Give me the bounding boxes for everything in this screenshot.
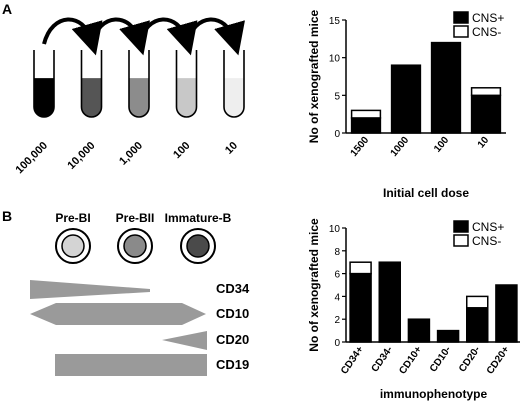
bar-segment-cns: [436, 329, 460, 343]
tube-liquid: [129, 78, 149, 117]
tube-liquid: [176, 78, 197, 117]
x-tick-label: 10: [476, 135, 492, 151]
marker-label: CD20: [216, 332, 249, 347]
tube-outline: [223, 50, 245, 118]
bar-segment-cns: [430, 41, 462, 134]
marker-expression-shape: [55, 354, 207, 376]
chart-immunophenotype: 0 2 4 6 8 10 CD34+ CD34- CD10+ CD10- CD20- CD20+ No …: [307, 218, 520, 401]
x-tick-label: CD34+: [339, 344, 366, 376]
legend-swatch: [453, 25, 469, 38]
x-tick-label: CD20+: [485, 344, 512, 376]
x-tick-label: CD20-: [457, 344, 483, 374]
markers-group: CD34 CD10 CD20 CD19: [30, 280, 250, 376]
y-tick-label: 8: [334, 247, 340, 258]
legend-label: CNS-: [472, 25, 501, 39]
transfer-arrow: [137, 17, 198, 56]
tube-outline: [80, 50, 103, 118]
bar-segment-cns: [470, 87, 502, 97]
bar-segment-cns: [349, 261, 372, 275]
legend-swatch: [453, 11, 469, 24]
marker-expression-shape: [162, 331, 207, 350]
tube-dilution-label: 100,000: [14, 140, 51, 177]
arrows-group: [42, 17, 245, 56]
cell-nucleus: [61, 234, 85, 258]
bar-segment-cns: [390, 64, 422, 134]
transfer-arrow: [89, 17, 150, 56]
marker-label: CD19: [216, 357, 249, 372]
y-tick-label: 6: [334, 270, 340, 281]
tube-liquid: [81, 78, 102, 117]
cell-nucleus: [186, 234, 210, 258]
y-tick-label: 4: [334, 292, 340, 303]
cell-nucleus: [123, 234, 147, 258]
bar-segment-cns: [350, 109, 382, 119]
transfer-arrow: [42, 17, 103, 56]
panel-a-label: A: [2, 1, 12, 17]
x-tick-label: 1000: [389, 135, 412, 159]
y-tick-label: 10: [329, 224, 341, 235]
legend-label: CNS+: [472, 220, 504, 234]
transfer-arrow: [184, 17, 245, 56]
y-tick-label: 0: [334, 338, 340, 349]
bar-segment-cns: [466, 295, 489, 309]
y-axis-title: No of xenografted mice: [307, 10, 321, 144]
tube-dilution-label: 1,000: [117, 140, 145, 168]
y-axis-title: No of xenografted mice: [307, 218, 321, 352]
y-tick-label: 2: [334, 315, 340, 326]
bar-segment-cns: [466, 307, 489, 343]
bar-segment-cns: [470, 94, 502, 134]
marker-label: CD34: [216, 281, 250, 296]
y-tick-label: 10: [329, 54, 341, 65]
marker-expression-shape: [30, 303, 206, 325]
x-tick-label: 1500: [349, 135, 372, 159]
x-axis-title: immunophenotype: [380, 387, 488, 401]
tubes-group: 100,000 10,000 1,000 100 10: [14, 50, 245, 177]
marker-label: CD10: [216, 306, 249, 321]
bar-segment-cns: [349, 272, 372, 343]
tube-dilution-label: 100: [171, 140, 192, 161]
y-tick-label: 5: [334, 91, 340, 102]
tube-outline: [175, 50, 198, 118]
legend-label: CNS-: [472, 234, 501, 248]
panel-b-label: B: [2, 208, 12, 224]
legend-label: CNS+: [472, 11, 504, 25]
marker-expression-shape: [30, 280, 150, 299]
bar-segment-cns: [495, 284, 518, 343]
x-tick-label: CD10+: [397, 344, 424, 376]
cell-stage-label: Pre-BII: [116, 211, 155, 225]
x-tick-label: 100: [432, 135, 451, 155]
cell-stage-label: Immature-B: [165, 211, 232, 225]
bar-segment-cns: [378, 261, 401, 343]
bar-segment-cns: [407, 318, 431, 343]
tube-liquid: [34, 78, 54, 117]
chart-cell-dose: 0 5 10 15 1500 1000 100 10 No of xenografted mic…: [307, 10, 506, 200]
tube-dilution-label: 10: [223, 140, 240, 157]
x-tick-label: CD10-: [428, 344, 454, 374]
tube-outline: [128, 50, 150, 118]
tube-dilution-label: 10,000: [65, 140, 97, 172]
y-tick-label: 0: [334, 129, 340, 140]
bar-segment-cns: [350, 117, 382, 134]
x-tick-label: CD34-: [370, 344, 396, 374]
cell-stage-label: Pre-BI: [55, 211, 90, 225]
tube-outline: [33, 50, 55, 118]
y-tick-label: 15: [329, 16, 341, 27]
x-axis-title: Initial cell dose: [383, 186, 469, 200]
legend-swatch: [453, 234, 469, 247]
cells-group: Pre-BI Pre-BII Immature-B: [55, 211, 232, 264]
tube-liquid: [224, 78, 244, 117]
legend-swatch: [453, 220, 469, 233]
